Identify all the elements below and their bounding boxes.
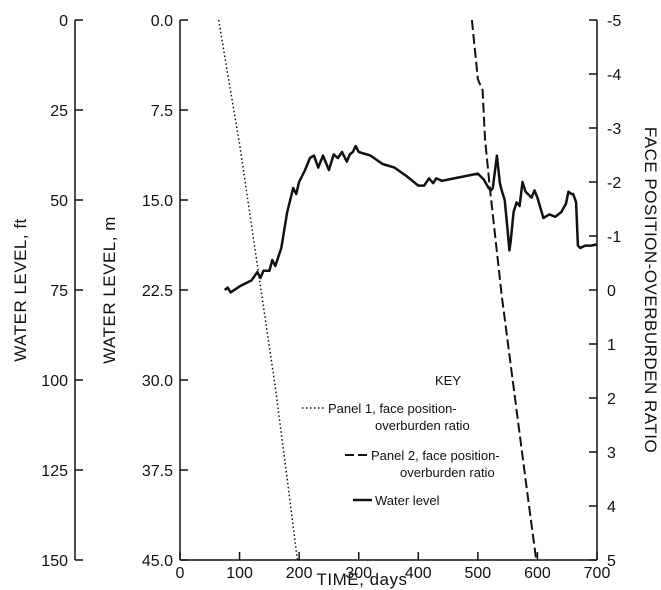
tick-label-ratio: 5 — [607, 553, 616, 570]
tick-label-x: 0 — [176, 565, 185, 582]
axis-title-m: WATER LEVEL, m — [100, 216, 119, 364]
legend: KEY Panel 1, face position- overburden r… — [302, 373, 500, 508]
series-panel2-line — [470, 19, 538, 561]
legend-label-panel2-line2: overburden ratio — [400, 465, 495, 480]
tick-label-ft: 150 — [41, 553, 68, 570]
tick-label-ratio: 1 — [607, 337, 616, 354]
tick-label-m: 22.5 — [142, 283, 173, 300]
tick-label-x: 700 — [584, 565, 611, 582]
series-panel1-line — [217, 19, 299, 561]
axis-face-position-ratio: -5 -4 -3 -2 -1 0 1 2 3 4 5 FACE POSITION-OVERBURDE… — [589, 13, 660, 570]
tick-label-ratio: 3 — [607, 445, 616, 462]
tick-label-x: 100 — [226, 565, 253, 582]
legend-label-panel2-line1: Panel 2, face position- — [371, 448, 500, 463]
tick-label-ratio: -4 — [607, 67, 621, 84]
legend-label-water: Water level — [375, 493, 440, 508]
tick-label-m: 30.0 — [142, 373, 173, 390]
axis-title-time: TIME, days — [317, 570, 408, 589]
tick-label-ratio: 4 — [607, 499, 616, 516]
tick-label-ft: 25 — [50, 103, 68, 120]
axis-time: 0 100 200 300 400 500 600 700 TIME, days — [176, 552, 611, 589]
tick-label-ratio: -5 — [607, 13, 621, 30]
tick-label-ft: 50 — [50, 193, 68, 210]
tick-label-ratio: 2 — [607, 391, 616, 408]
tick-label-x: 400 — [405, 565, 432, 582]
axis-title-ft: WATER LEVEL, ft — [11, 218, 30, 362]
tick-label-m: 15.0 — [142, 193, 173, 210]
tick-label-x: 200 — [286, 565, 313, 582]
tick-label-x: 600 — [524, 565, 551, 582]
axis-water-level-ft: 0 25 50 75 100 125 150 WATER LEVEL, ft — [11, 13, 83, 570]
series-water-level-line — [223, 144, 598, 294]
tick-label-m: 0.0 — [151, 13, 173, 30]
tick-label-ratio: -2 — [607, 175, 621, 192]
tick-label-ft: 75 — [50, 283, 68, 300]
tick-label-m: 45.0 — [142, 553, 173, 570]
axis-title-ratio: FACE POSITION-OVERBURDEN RATIO — [641, 127, 660, 453]
tick-label-ft: 100 — [41, 373, 68, 390]
tick-label-ft: 125 — [41, 463, 68, 480]
axis-water-level-m: 0.0 7.5 15.0 22.5 30.0 37.5 45.0 WATER LEVEL, … — [100, 13, 188, 570]
tick-label-m: 37.5 — [142, 463, 173, 480]
tick-label-ratio: 0 — [607, 283, 616, 300]
legend-label-panel1-line1: Panel 1, face position- — [328, 401, 457, 416]
tick-label-m: 7.5 — [151, 103, 173, 120]
tick-label-x: 300 — [345, 565, 372, 582]
tick-label-ft: 0 — [59, 13, 68, 30]
series-layer — [217, 19, 598, 561]
legend-title: KEY — [435, 373, 461, 388]
tick-label-x: 500 — [465, 565, 492, 582]
tick-label-ratio: -1 — [607, 229, 621, 246]
tick-label-ratio: -3 — [607, 121, 621, 138]
legend-label-panel1-line2: overburden ratio — [375, 418, 470, 433]
